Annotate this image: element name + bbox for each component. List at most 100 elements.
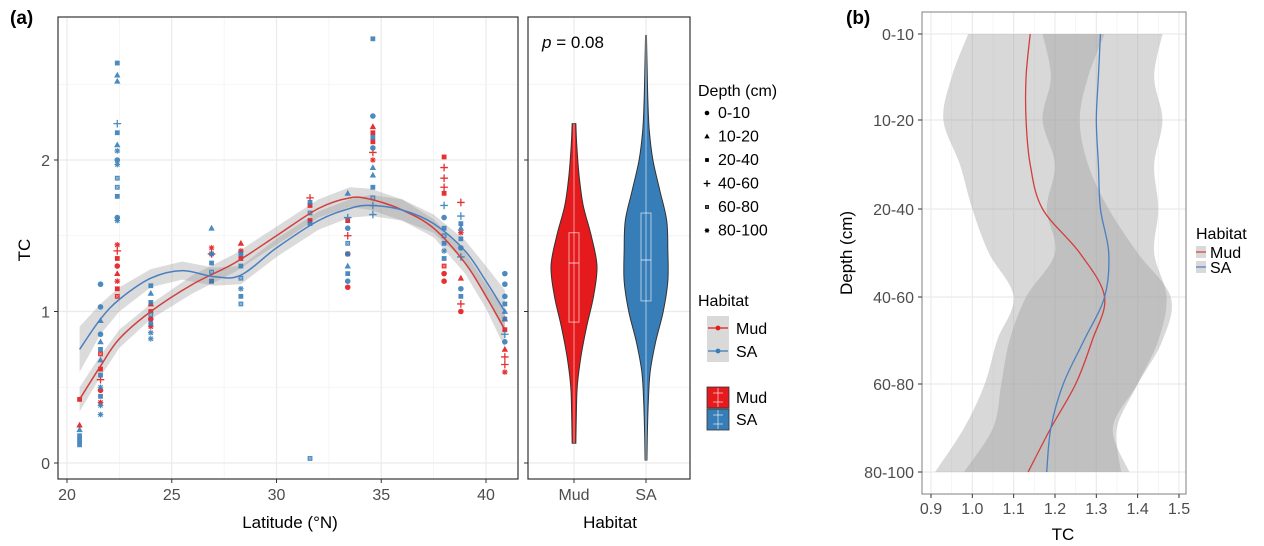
point-sa (114, 71, 121, 78)
profile-line-mud (1024, 33, 1106, 473)
point-mud (114, 270, 121, 277)
profile-legend-label: SA (1210, 260, 1232, 277)
point-sa (114, 193, 120, 199)
point-sa (238, 293, 244, 299)
point-sa (209, 278, 214, 284)
profile-x-axis-label: TC (1052, 525, 1075, 544)
profile-y-tick-label: 0-10 (882, 27, 914, 44)
point-mud (440, 174, 448, 182)
legend-habitat-items: Mud SA Mud SA (706, 316, 767, 431)
point-mud (98, 366, 103, 372)
point-sa (114, 175, 120, 181)
scatter-panel: 20 25 30 35 40 0 1 2 Latitude (°N) TC (15, 16, 519, 532)
legend-depth-label: 40-60 (718, 176, 759, 193)
square-x-cross (98, 352, 103, 356)
legend-depth-title: Depth (cm) (698, 83, 777, 100)
point-sa (148, 312, 154, 317)
point-mud (457, 274, 465, 281)
point-sa (502, 301, 508, 307)
point-sa (209, 251, 214, 257)
point-sa (238, 301, 244, 307)
point-mud (344, 284, 351, 291)
legend-depth-label: 60-80 (718, 199, 759, 216)
profile-y-tick-label: 80-100 (864, 465, 914, 482)
point-sa (97, 411, 104, 418)
y-tick-label: 0 (41, 456, 50, 473)
legend-habitat-line-label: SA (736, 344, 758, 361)
point-sa (148, 329, 154, 336)
point-mud (440, 183, 448, 192)
point-mud (441, 154, 447, 160)
point-mud (441, 190, 447, 196)
point-sa (307, 456, 313, 461)
profile-line-sa (1046, 33, 1110, 473)
point-mud (307, 218, 313, 223)
point-mud (369, 123, 377, 130)
profile-legend-label: Mud (1210, 245, 1241, 262)
point-sa (114, 60, 120, 66)
square-x-fill (307, 456, 313, 461)
square-x-fill (345, 240, 351, 246)
x-tick-label: 25 (163, 487, 181, 504)
point-sa (76, 426, 83, 433)
point-sa (457, 224, 465, 231)
legend-depth-shape (704, 110, 710, 116)
p-value-annotation: p = 0.08 (541, 33, 604, 52)
legend-depth-label: 80-100 (718, 223, 768, 240)
point-sa (370, 134, 376, 140)
point-sa (441, 225, 447, 231)
point-sa (369, 164, 377, 170)
point-mud (114, 293, 120, 299)
point-sa (458, 245, 464, 251)
point-sa (457, 212, 465, 220)
smooth-line-sa (78, 204, 506, 350)
profile-x-tick-label: 1.1 (1003, 501, 1025, 518)
profile-ribbons (935, 34, 1172, 472)
violin-y-ticks (524, 159, 528, 464)
smooth-line-mud (78, 196, 506, 400)
scatter-y-axis-label: TC (15, 239, 34, 262)
x-tick-label: 35 (372, 487, 390, 504)
scatter-y-ticks: 0 1 2 (41, 153, 58, 473)
scatter-x-ticks: 20 25 30 35 40 (58, 479, 495, 504)
scatter-panel-border (57, 16, 519, 480)
point-sa (209, 269, 214, 275)
ribbon-sa (79, 194, 505, 373)
square-x-cross (371, 196, 375, 200)
point-mud (501, 345, 509, 352)
point-sa (77, 437, 82, 443)
square-x-cross (346, 241, 350, 245)
profile-y-tick-label: 40-60 (873, 290, 914, 307)
profile-x-tick-label: 1.3 (1085, 501, 1107, 518)
point-mud (458, 229, 464, 236)
square-x-fill (114, 293, 120, 299)
x-tick-label: 30 (268, 487, 286, 504)
profile-panel-border (921, 11, 1187, 495)
point-sa (345, 271, 351, 277)
point-mud (238, 248, 244, 254)
point-sa (458, 221, 464, 227)
square-x-cross (115, 185, 119, 189)
point-mud (457, 198, 465, 207)
point-sa (97, 331, 104, 338)
point-sa (97, 402, 104, 409)
legend-depth-shape (705, 205, 709, 209)
profile-x-ticks: 0.9 1.0 1.1 1.2 1.3 1.4 1.5 (920, 494, 1190, 518)
point-sa (344, 278, 351, 285)
profile-x-tick-label: 1.2 (1044, 501, 1066, 518)
point-sa (502, 270, 508, 277)
point-mud (114, 286, 120, 292)
legend-depth-label: 10-20 (718, 129, 759, 146)
point-mud (501, 353, 509, 361)
square-x-cross (209, 270, 214, 274)
point-sa (370, 195, 376, 201)
scatter-points (76, 36, 509, 461)
point-sa (97, 338, 104, 345)
legend-depth-items: 0-10 10-20 20-40 40-60 60-80 80-100 (703, 105, 768, 240)
point-mud (114, 263, 121, 269)
point-sa (238, 263, 244, 269)
point-mud (98, 351, 103, 357)
square-x-fill (441, 263, 447, 269)
square-x-fill (114, 175, 120, 181)
point-sa (502, 316, 508, 322)
